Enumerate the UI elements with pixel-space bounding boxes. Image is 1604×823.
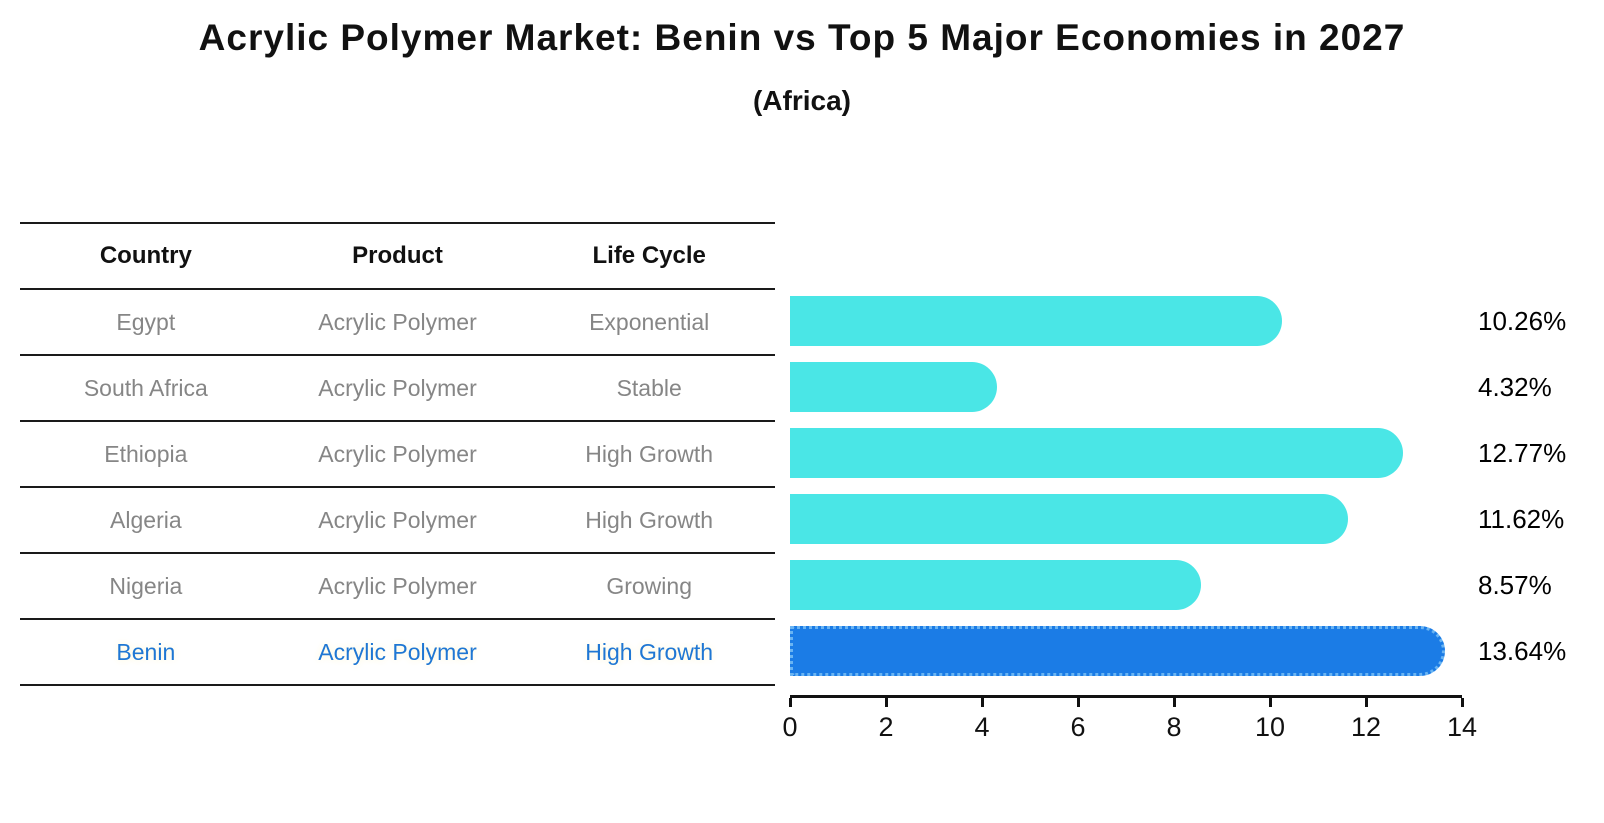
x-tick-mark	[980, 698, 984, 707]
cell-life-cycle: High Growth	[585, 440, 714, 467]
cell-life-cycle: Exponential	[589, 308, 710, 335]
x-tick-mark	[788, 698, 792, 707]
labels-header-spacer	[1478, 222, 1603, 288]
x-tick-label: 6	[1070, 712, 1086, 742]
value-label-algeria: 11.62%	[1478, 503, 1565, 534]
x-axis-line	[790, 695, 1462, 698]
plot-header-spacer	[790, 222, 1462, 288]
cell-country: Nigeria	[109, 572, 183, 599]
bar-egypt	[790, 296, 1283, 346]
cell-product: Acrylic Polymer	[318, 506, 477, 533]
cell-life-cycle: Growing	[606, 572, 692, 599]
table-row-ethiopia: Ethiopia Acrylic Polymer High Growth	[20, 422, 775, 488]
bar-row-algeria	[790, 486, 1462, 552]
table-row-nigeria: Nigeria Acrylic Polymer Growing	[20, 554, 775, 620]
cell-life-cycle: High Growth	[585, 506, 714, 533]
table-row-benin: Benin Acrylic Polymer High Growth	[20, 620, 775, 686]
table-row-egypt: Egypt Acrylic Polymer Exponential	[20, 290, 775, 356]
cell-country: Egypt	[116, 308, 176, 335]
bar-row-ethiopia	[790, 420, 1462, 486]
cell-product: Acrylic Polymer	[318, 572, 477, 599]
cell-life-cycle: High Growth	[585, 638, 714, 665]
bar-algeria	[790, 494, 1348, 544]
column-header-life-cycle: Life Cycle	[592, 242, 706, 269]
chart-content: Country Product Life Cycle Egypt Acrylic…	[20, 222, 1603, 743]
column-header-product: Product	[352, 242, 443, 269]
x-tick-label: 2	[878, 712, 894, 742]
value-label-egypt: 10.26%	[1478, 305, 1567, 336]
cell-country: South Africa	[83, 374, 208, 401]
chart-subtitle: (Africa)	[752, 85, 851, 116]
table-row-south-africa: South Africa Acrylic Polymer Stable	[20, 356, 775, 422]
cell-product: Acrylic Polymer	[318, 638, 477, 665]
x-tick-mark	[1268, 698, 1272, 707]
x-tick-label: 10	[1254, 712, 1286, 742]
bar-row-nigeria	[790, 552, 1462, 618]
cell-product: Acrylic Polymer	[318, 308, 477, 335]
bar-plot: 0 2 4 6 8	[782, 222, 1477, 743]
x-tick-mark	[1364, 698, 1368, 707]
table-header-row: Country Product Life Cycle	[20, 224, 775, 290]
chart-title: Acrylic Polymer Market: Benin vs Top 5 M…	[198, 17, 1406, 58]
value-label-benin: 13.64%	[1478, 635, 1567, 666]
x-axis: 0 2 4 6 8	[782, 695, 1477, 743]
table-row-algeria: Algeria Acrylic Polymer High Growth	[20, 488, 775, 554]
value-label-column: 10.26% 4.32% 12.77% 11.62% 8.57% 13.64%	[1478, 222, 1603, 684]
bar-south-africa	[790, 362, 998, 412]
x-tick-mark	[1460, 698, 1464, 707]
bar-row-benin	[790, 618, 1462, 684]
cell-country: Algeria	[110, 506, 182, 533]
cell-country: Ethiopia	[104, 440, 188, 467]
value-label-ethiopia: 12.77%	[1478, 437, 1567, 468]
bar-row-egypt	[790, 288, 1462, 354]
x-tick-label: 8	[1166, 712, 1182, 742]
cell-product: Acrylic Polymer	[318, 374, 477, 401]
country-table: Country Product Life Cycle Egypt Acrylic…	[20, 222, 775, 686]
x-tick-mark	[1172, 698, 1176, 707]
value-label-nigeria: 8.57%	[1478, 569, 1552, 600]
x-tick-mark	[1076, 698, 1080, 707]
column-header-country: Country	[99, 242, 192, 269]
x-tick-label: 0	[782, 712, 798, 742]
bar-ethiopia	[790, 428, 1403, 478]
x-tick-mark	[884, 698, 888, 707]
x-tick-label: 4	[974, 712, 990, 742]
x-tick-label: 12	[1350, 712, 1382, 742]
cell-product: Acrylic Polymer	[318, 440, 477, 467]
cell-life-cycle: Stable	[616, 374, 682, 401]
bar-nigeria	[790, 560, 1202, 610]
bar-row-south-africa	[790, 354, 1462, 420]
bar-benin-highlighted	[790, 626, 1445, 676]
x-tick-label: 14	[1446, 712, 1478, 742]
x-axis-ticks: 0 2 4 6 8	[782, 698, 1477, 743]
value-label-south-africa: 4.32%	[1478, 371, 1552, 402]
cell-country: Benin	[116, 638, 176, 665]
